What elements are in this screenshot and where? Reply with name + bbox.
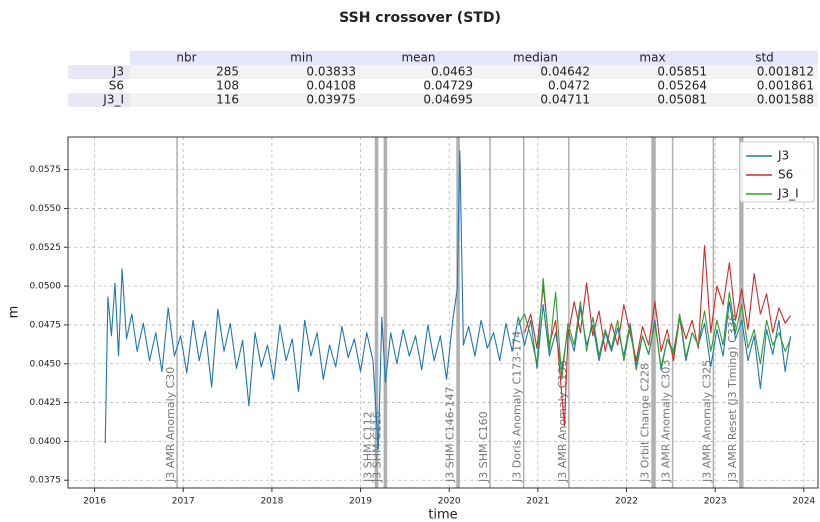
x-tick-label: 2023 bbox=[704, 497, 727, 507]
table-header: nbr bbox=[176, 51, 196, 65]
event-label: J3 AMR Anomaly C303 bbox=[660, 360, 673, 483]
y-tick-label: 0.0450 bbox=[30, 359, 62, 369]
table-row-bg bbox=[130, 79, 818, 93]
series-line bbox=[104, 150, 792, 450]
legend-box bbox=[739, 141, 815, 203]
table-cell: 0.03975 bbox=[306, 93, 356, 107]
table-row-label-bg bbox=[68, 65, 130, 79]
table-header: std bbox=[755, 51, 774, 65]
event-band bbox=[374, 137, 379, 488]
x-tick-label: 2019 bbox=[349, 497, 372, 507]
table-cell: 0.001588 bbox=[757, 93, 814, 107]
x-axis-label: time bbox=[428, 508, 457, 522]
table-row-bg bbox=[130, 93, 818, 107]
table-header-bg bbox=[130, 51, 818, 65]
table-cell: 0.05851 bbox=[657, 65, 707, 79]
y-tick-label: 0.0475 bbox=[30, 320, 62, 330]
table-cell: 0.04729 bbox=[423, 79, 473, 93]
x-tick-label: 2021 bbox=[526, 497, 549, 507]
event-label: J3 SHM C112 bbox=[362, 411, 375, 483]
x-tick-label: 2024 bbox=[792, 497, 815, 507]
event-label: J3 AMR Anomaly C325 bbox=[700, 360, 713, 483]
y-tick-label: 0.0550 bbox=[30, 204, 62, 214]
legend-label: J3 bbox=[777, 149, 789, 163]
legend-label: S6 bbox=[778, 168, 793, 182]
y-tick-label: 0.0425 bbox=[30, 398, 62, 408]
plot-frame bbox=[67, 136, 819, 489]
table-cell: 0.04695 bbox=[423, 93, 473, 107]
x-tick-label: 2020 bbox=[438, 497, 461, 507]
event-label: J3 AMR Anomaly C30 bbox=[164, 367, 177, 483]
x-tick-label: 2022 bbox=[615, 497, 638, 507]
table-cell: 0.05264 bbox=[657, 79, 707, 93]
event-band bbox=[456, 137, 460, 488]
table-row-label: J3 bbox=[112, 65, 124, 79]
event-band bbox=[383, 137, 388, 488]
table-cell: 0.04108 bbox=[306, 79, 356, 93]
x-tick-label: 2018 bbox=[260, 497, 283, 507]
chart-title: SSH crossover (STD) bbox=[339, 10, 501, 26]
event-label: J3 AMR Reset (J3 Timing) C336 bbox=[726, 314, 739, 483]
table-cell: 0.05081 bbox=[657, 93, 707, 107]
table-cell: 0.001861 bbox=[757, 79, 814, 93]
y-tick-label: 0.0525 bbox=[30, 243, 62, 253]
table-cell: 0.04642 bbox=[540, 65, 590, 79]
table-cell: 0.001812 bbox=[757, 65, 814, 79]
event-band bbox=[739, 137, 744, 488]
table-row-bg bbox=[130, 65, 818, 79]
y-tick-label: 0.0500 bbox=[30, 282, 62, 292]
x-tick-label: 2016 bbox=[83, 497, 106, 507]
table-cell: 0.0463 bbox=[431, 65, 473, 79]
table-row-label: S6 bbox=[109, 79, 124, 93]
event-label: J3 Doris Anomaly C173-174 bbox=[511, 331, 524, 483]
table-header: min bbox=[290, 51, 313, 65]
y-axis-label: m bbox=[7, 306, 22, 319]
table-cell: 0.04711 bbox=[540, 93, 590, 107]
table-row-label-bg bbox=[68, 93, 130, 107]
y-tick-label: 0.0375 bbox=[30, 476, 62, 486]
y-tick-label: 0.0575 bbox=[30, 165, 62, 175]
series-line bbox=[517, 277, 792, 380]
table-cell: 0.0472 bbox=[548, 79, 590, 93]
table-row-label: J3_I bbox=[102, 93, 124, 107]
event-label: J3 SHM C146-147 bbox=[443, 386, 456, 483]
table-row-label-bg bbox=[68, 79, 130, 93]
table-cell: 116 bbox=[216, 93, 239, 107]
event-label: J3 SHM C160 bbox=[477, 411, 490, 483]
table-header: max bbox=[639, 51, 665, 65]
table-header: median bbox=[513, 51, 558, 65]
series-line bbox=[524, 245, 791, 427]
table-cell: 108 bbox=[216, 79, 239, 93]
table-cell: 0.03833 bbox=[306, 65, 356, 79]
event-label: J3 Orbit Change C228 bbox=[638, 363, 651, 483]
event-label: J3 SHM C116 bbox=[371, 411, 384, 483]
table-cell: 285 bbox=[216, 65, 239, 79]
table-header: mean bbox=[401, 51, 435, 65]
x-tick-label: 2017 bbox=[172, 497, 195, 507]
legend-label: J3_I bbox=[777, 187, 799, 201]
y-tick-label: 0.0400 bbox=[30, 437, 62, 447]
